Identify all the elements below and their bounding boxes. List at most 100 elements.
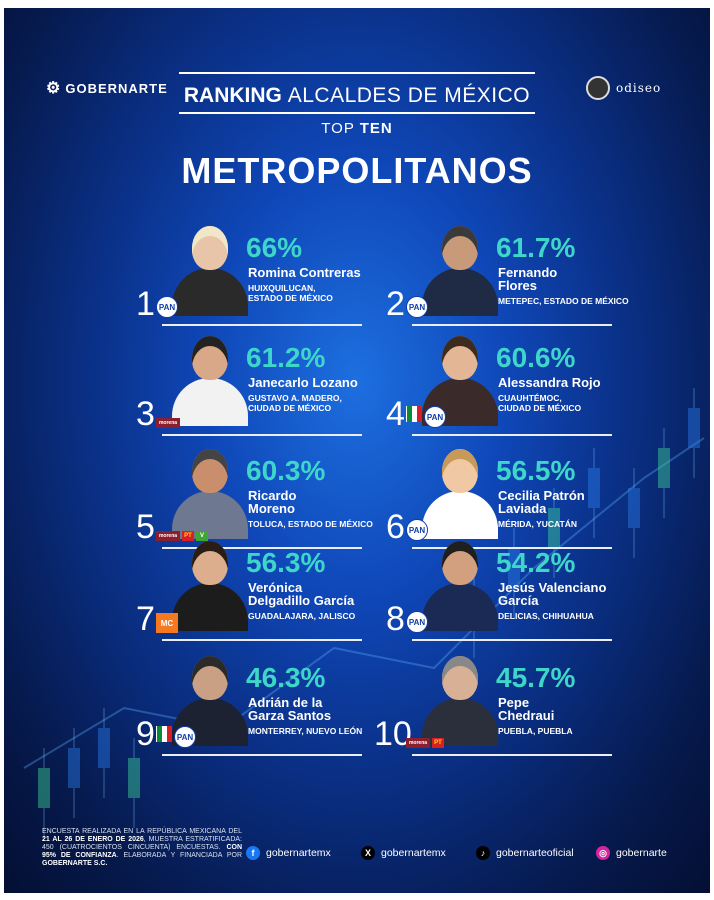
ranking-entry: 9 PAN 46.3% Adrián de la Garza Santos MONTERR… [136, 648, 404, 756]
candidate-name-line: Ricardo [248, 488, 297, 503]
candidate-name-line: Cecilia Patrón [498, 488, 585, 503]
rank-number: 2 [386, 285, 405, 323]
party-logos: PAN [156, 296, 178, 318]
survey-footnote: ENCUESTA REALIZADA EN LA REPÚBLICA MEXIC… [42, 828, 242, 868]
municipality-line: GUSTAVO A. MADERO, [248, 393, 342, 403]
seal-icon [586, 76, 610, 100]
social-link[interactable]: ♪ gobernarteoficial [476, 846, 574, 860]
candidate-photo [414, 328, 506, 426]
approval-percent: 60.3% [246, 455, 326, 486]
x-icon: X [361, 846, 375, 860]
candidate-photo [164, 441, 256, 539]
poster: ⚙ GOBERNARTE odiseo RANKING ALCALDES DE … [4, 8, 710, 893]
entry-underline [162, 547, 362, 549]
municipality-line: METEPEC, ESTADO DE MÉXICO [498, 296, 629, 306]
candidate-name-line: Romina Contreras [248, 265, 361, 280]
candidate-name: Adrián de la Garza Santos [248, 696, 331, 722]
footnote-text-3: . ELABORADA Y FINANCIADA POR [116, 852, 242, 859]
party-logos: PAN [156, 726, 196, 748]
municipality: PUEBLA, PUEBLA [498, 726, 573, 736]
footnote-firm: GOBERNARTE S.C. [42, 860, 108, 867]
candidate-photo [164, 218, 256, 316]
social-handle: gobernarteoficial [496, 847, 574, 859]
candidate-name-line: Garza Santos [248, 708, 332, 723]
candle-body [38, 768, 50, 808]
footnote-confidence: CON 95% DE CONFIANZA [42, 844, 242, 859]
gobernarte-wordmark: GOBERNARTE [65, 80, 168, 96]
photo-head [192, 541, 228, 585]
candidate-name: Romina Contreras [248, 266, 361, 279]
social-link[interactable]: f gobernartemx [246, 846, 331, 860]
rank-number: 7 [136, 600, 155, 638]
odiseo-logo: odiseo [586, 76, 661, 100]
party-logos: PAN [406, 296, 428, 318]
odiseo-wordmark: odiseo [616, 81, 662, 95]
candle-body [508, 548, 520, 588]
photo-head [442, 336, 478, 380]
municipality: TOLUCA, ESTADO DE MÉXICO [248, 519, 373, 529]
ranking-entry: 7 MC 56.3% Verónica Delgadillo García GUADALA… [136, 533, 404, 641]
photo-head [442, 656, 478, 700]
municipality-line: HUIXQUILUCAN, [248, 283, 316, 293]
candidate-name: Alessandra Rojo [498, 376, 601, 389]
candidate-name: Pepe Chedraui [498, 696, 554, 722]
entry-underline [162, 639, 362, 641]
candle-body [68, 748, 80, 788]
approval-percent: 61.7% [496, 232, 576, 263]
approval-percent: 56.3% [246, 547, 326, 578]
top-word: TOP [321, 120, 355, 137]
morena-logo: morena [406, 738, 430, 748]
ranking-entry: 1 PAN 66% Romina Contreras HUIXQUILUCAN, ESTA… [136, 218, 404, 326]
rank-number: 4 [386, 395, 405, 433]
candidate-name: Cecilia Patrón Laviada [498, 489, 585, 515]
footnote-dates: 21 AL 26 DE ENERO DE 2026 [42, 836, 144, 843]
entry-underline [162, 324, 362, 326]
approval-percent: 54.2% [496, 547, 576, 578]
social-link[interactable]: ◎ gobernarte [596, 846, 667, 860]
title-rest: ALCALDES DE MÉXICO [287, 84, 531, 107]
candidate-name: Ricardo Moreno [248, 489, 296, 515]
photo-body [422, 491, 498, 539]
municipality-line: CUAUHTÉMOC, [498, 393, 562, 403]
party-logos: PAN [406, 519, 428, 541]
candidate-name-line: Janecarlo Lozano [248, 375, 358, 390]
entry-underline [412, 639, 612, 641]
approval-percent: 60.6% [496, 342, 576, 373]
pan-logo: PAN [406, 296, 428, 318]
photo-head [192, 336, 228, 380]
candidate-photo [414, 441, 506, 539]
pan-logo: PAN [174, 726, 196, 748]
photo-body [172, 268, 248, 316]
pt-logo: PT [432, 738, 444, 748]
candidate-name-line: Delgadillo García [248, 593, 355, 608]
ranking-entry: 8 PAN 54.2% Jesús Valenciano García DELICIAS,… [386, 533, 654, 641]
candidate-name: Fernando Flores [498, 266, 557, 292]
municipality: GUSTAVO A. MADERO, CIUDAD DE MÉXICO [248, 393, 342, 413]
footnote-text-2: , MUESTRA ESTRATIFICADA: 450 (CUATROCIEN… [42, 836, 242, 851]
candidate-photo [164, 328, 256, 426]
photo-body [422, 268, 498, 316]
candle-body [548, 508, 560, 548]
social-handle: gobernartemx [381, 847, 446, 859]
candle-body [588, 468, 600, 508]
rank-number: 6 [386, 508, 405, 546]
approval-percent: 66% [246, 232, 303, 263]
approval-percent: 56.5% [496, 455, 576, 486]
approval-percent: 45.7% [496, 662, 576, 693]
photo-body [172, 583, 248, 631]
photo-head [192, 656, 228, 700]
municipality: MONTERREY, NUEVO LEÓN [248, 726, 362, 736]
photo-head [192, 226, 228, 270]
ranking-entry: 4 PAN 60.6% Alessandra Rojo CUAUHTÉMOC, CIUDA… [386, 328, 654, 436]
party-logos: PAN [406, 611, 428, 633]
municipality-line: ESTADO DE MÉXICO [248, 293, 333, 303]
photo-head [192, 449, 228, 493]
municipality: DELICIAS, CHIHUAHUA [498, 611, 594, 621]
municipality-line: CIUDAD DE MÉXICO [498, 403, 582, 413]
ten-word: TEN [359, 120, 393, 137]
header-rule-top [179, 72, 535, 74]
entry-underline [412, 754, 612, 756]
rank-number: 5 [136, 508, 155, 546]
municipality: CUAUHTÉMOC, CIUDAD DE MÉXICO [498, 393, 581, 413]
